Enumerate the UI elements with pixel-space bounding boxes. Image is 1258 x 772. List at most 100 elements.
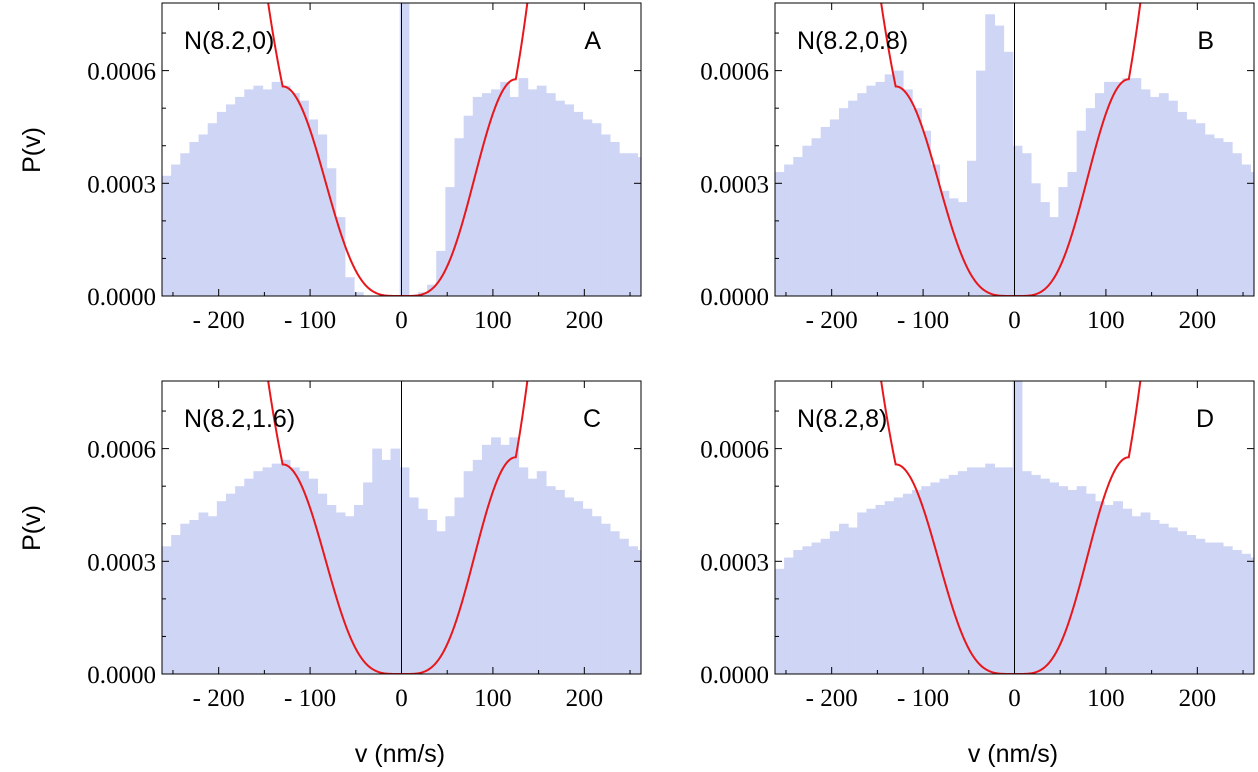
histogram-bar bbox=[994, 25, 1005, 296]
histogram-bar bbox=[1122, 78, 1133, 296]
histogram-bar bbox=[811, 138, 822, 296]
histogram-bar bbox=[875, 81, 886, 296]
histogram-bar bbox=[600, 523, 611, 674]
histogram-bar bbox=[225, 104, 236, 296]
histogram-bar bbox=[1085, 108, 1096, 296]
histogram-bar bbox=[582, 508, 593, 674]
histogram-bar bbox=[1131, 516, 1142, 674]
histogram-bar bbox=[399, 467, 410, 674]
panel-title: N(8.2,0.8) bbox=[797, 27, 908, 55]
histogram-bar bbox=[1177, 111, 1187, 296]
histogram-bar bbox=[1222, 546, 1233, 674]
histogram-bar bbox=[966, 160, 977, 296]
histogram-bar bbox=[262, 467, 273, 674]
histogram-bar bbox=[875, 504, 886, 674]
histogram-bar bbox=[207, 516, 218, 674]
histogram-bar bbox=[381, 459, 392, 674]
histogram-bar bbox=[171, 535, 181, 674]
histogram-bar bbox=[957, 202, 968, 296]
panel-d-plot-area bbox=[775, 381, 1254, 674]
histogram-bar bbox=[1012, 145, 1023, 296]
histogram-bar bbox=[1250, 557, 1254, 674]
histogram-bar bbox=[472, 96, 483, 296]
histogram-bar bbox=[784, 557, 794, 674]
histogram-bar bbox=[848, 100, 858, 296]
histogram-bar bbox=[445, 187, 456, 296]
x-tick-label: 200 bbox=[566, 307, 604, 334]
histogram-bar bbox=[1113, 501, 1123, 674]
histogram-bar bbox=[335, 512, 346, 674]
histogram-bar bbox=[930, 482, 941, 674]
histogram-bar bbox=[363, 482, 373, 674]
histogram-bar bbox=[1250, 172, 1254, 296]
y-tick-label: 0.0003 bbox=[700, 171, 769, 198]
histogram-bar bbox=[1195, 538, 1206, 674]
histogram-bar bbox=[866, 508, 877, 674]
y-tick-label: 0.0000 bbox=[700, 662, 769, 689]
panel-letter: A bbox=[584, 27, 601, 55]
histogram-bar bbox=[573, 501, 584, 674]
histogram-bar bbox=[1113, 81, 1123, 296]
histogram-bar bbox=[1140, 89, 1151, 296]
histogram-bar bbox=[417, 508, 428, 674]
histogram-bar bbox=[1049, 217, 1059, 296]
histogram-bar bbox=[1003, 51, 1014, 296]
histogram-bar bbox=[189, 141, 200, 296]
histogram-bar bbox=[344, 516, 355, 674]
histogram-bar bbox=[1241, 164, 1251, 296]
histogram-bar bbox=[1012, 381, 1023, 674]
histogram-bar bbox=[1149, 96, 1160, 296]
panel-group: - 200 - 100 0 100 200 0.0000 0.0003 0.0006 N(8.2… bbox=[87, 2, 1255, 712]
histogram-bar bbox=[216, 111, 227, 296]
y-tick-label: 0.0000 bbox=[87, 662, 156, 689]
histogram-bar bbox=[1158, 93, 1169, 296]
x-tick-label: - 200 bbox=[193, 307, 245, 334]
panel-letter: B bbox=[1197, 27, 1214, 55]
histogram-bar bbox=[902, 89, 913, 296]
histogram-bar bbox=[527, 478, 538, 674]
histogram-bar bbox=[1104, 504, 1114, 674]
histogram-bar bbox=[491, 437, 501, 674]
histogram-bar bbox=[564, 497, 574, 674]
histogram-bar bbox=[1204, 542, 1215, 674]
histogram-bar bbox=[1058, 187, 1069, 296]
histogram-bar bbox=[1021, 471, 1032, 674]
histogram-bar bbox=[427, 284, 437, 296]
histogram-bar bbox=[866, 85, 877, 296]
histogram-bar bbox=[216, 501, 227, 674]
histogram-bar bbox=[1186, 119, 1197, 296]
y-tick-label: 0.0000 bbox=[87, 284, 156, 311]
histogram-bar bbox=[1195, 123, 1206, 296]
histogram-bar bbox=[481, 93, 492, 296]
histogram-bar bbox=[1213, 138, 1224, 296]
histogram-bar bbox=[619, 153, 629, 296]
panel-title: N(8.2,8) bbox=[797, 405, 887, 433]
histogram-bar bbox=[1204, 134, 1215, 296]
histogram-bar bbox=[1094, 501, 1105, 674]
histogram-bar bbox=[930, 164, 941, 296]
x-tick-label: - 100 bbox=[897, 307, 949, 334]
x-tick-label: 100 bbox=[474, 307, 512, 334]
histogram-bar bbox=[1177, 531, 1187, 674]
histogram-bar bbox=[1168, 100, 1178, 296]
histogram-bar bbox=[1030, 474, 1041, 674]
histogram-bar bbox=[372, 448, 382, 674]
histogram-bar bbox=[198, 134, 209, 296]
x-tick-label: 100 bbox=[1087, 685, 1125, 712]
x-tick-label: 0 bbox=[1008, 307, 1021, 334]
histogram-bar bbox=[966, 467, 977, 674]
histogram-bar bbox=[793, 550, 804, 674]
histogram-bar bbox=[454, 497, 465, 674]
histogram-bar bbox=[1030, 183, 1041, 296]
histogram-bar bbox=[308, 478, 319, 674]
histogram-bar bbox=[857, 93, 868, 296]
histogram-bar bbox=[802, 145, 813, 296]
histogram-bar bbox=[939, 478, 950, 674]
histogram-bar bbox=[775, 568, 785, 674]
y-tick-label: 0.0003 bbox=[700, 549, 769, 576]
x-tick-label: 200 bbox=[566, 685, 604, 712]
x-axis-label-left: v (nm/s) bbox=[355, 740, 445, 768]
histogram-bar bbox=[317, 134, 328, 296]
x-tick-label: - 200 bbox=[806, 685, 858, 712]
histogram-bar bbox=[976, 467, 986, 674]
